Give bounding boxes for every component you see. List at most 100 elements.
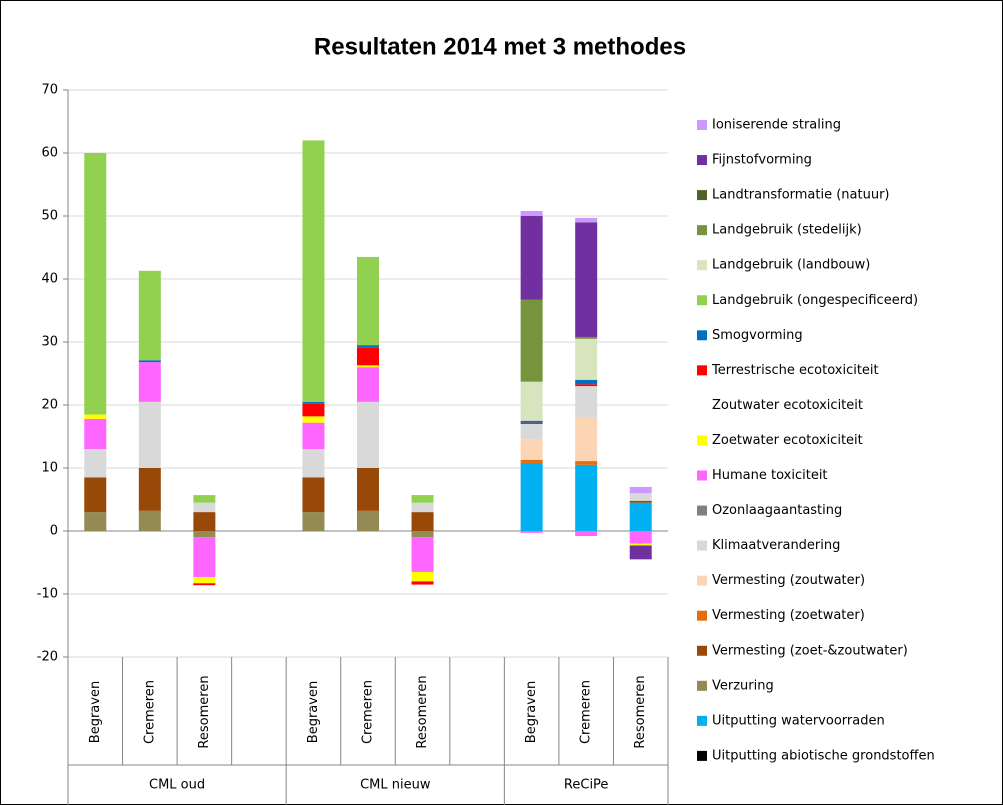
group-label: CML oud	[149, 778, 205, 793]
y-tick-label: 70	[41, 83, 58, 98]
legend-swatch	[697, 715, 707, 726]
legend-swatch	[697, 225, 707, 236]
bar-segment	[357, 367, 379, 402]
bar-segment	[138, 362, 161, 402]
chart-title: Resultaten 2014 met 3 methodes	[314, 33, 686, 60]
bar-segment	[302, 403, 325, 417]
bar-segment	[302, 416, 325, 423]
legend-swatch	[697, 505, 707, 516]
legend-label: Terrestrische ecotoxiciteit	[711, 363, 879, 378]
legend-label: Ioniserende straling	[712, 118, 841, 133]
bar-segment	[138, 468, 161, 511]
legend-label: Landgebruik (ongespecificeerd)	[712, 293, 918, 308]
bar-segment	[520, 420, 543, 423]
bar-segment	[302, 140, 325, 402]
bar-segment	[520, 299, 543, 382]
x-tick-label: Begraven	[524, 681, 539, 743]
bar-segment	[520, 216, 543, 300]
bar-segment	[520, 422, 543, 424]
bar-segment	[193, 512, 216, 531]
bar-segment	[411, 581, 434, 585]
legend-swatch	[697, 645, 707, 656]
legend-swatch	[697, 610, 707, 621]
bar-segment	[84, 512, 107, 531]
bar-segment	[84, 418, 107, 450]
bar-segment	[193, 583, 216, 586]
group-label: ReCiPe	[564, 778, 609, 793]
legend-swatch	[697, 190, 707, 201]
bar-segment	[357, 256, 379, 346]
legend-swatch	[697, 330, 707, 341]
bar-segment	[193, 502, 216, 513]
bar-segment	[520, 210, 543, 216]
bar-segment	[629, 531, 652, 544]
bar-segment	[520, 459, 543, 463]
legend-swatch	[697, 365, 707, 376]
legend-label: Landgebruik (landbouw)	[712, 258, 870, 273]
bar-segment	[411, 495, 434, 503]
bar-segment	[520, 439, 543, 460]
legend-swatch	[697, 575, 707, 586]
bar-segment	[629, 486, 652, 494]
x-tick-label: Cremeren	[361, 680, 376, 744]
bar-segment	[520, 531, 543, 533]
bar-segment	[575, 338, 598, 380]
bar-segment	[302, 401, 325, 404]
bar-segment	[302, 512, 325, 531]
legend-swatch	[697, 155, 707, 166]
bar-segment	[575, 461, 598, 465]
x-tick-label: Cremeren	[142, 680, 157, 744]
bar-segment	[520, 381, 543, 421]
bar-segment	[575, 217, 598, 223]
bar-segment	[629, 543, 652, 546]
legend-label: Landtransformatie (natuur)	[712, 188, 890, 203]
bar-segment	[629, 493, 652, 501]
x-tick-label: Cremeren	[579, 680, 594, 744]
x-tick-label: Begraven	[306, 681, 321, 743]
bar-segment	[138, 360, 161, 363]
bar-segment	[302, 422, 325, 450]
bar-segment	[575, 336, 598, 339]
bar-segment	[411, 531, 434, 538]
bar-segment	[357, 347, 379, 366]
bar-segment	[357, 365, 379, 368]
bar-segment	[629, 545, 652, 560]
bar-segment	[138, 270, 161, 361]
bar-segment	[575, 379, 598, 385]
legend-label: Ozonlaagaantasting	[712, 503, 842, 518]
bar-segment	[411, 502, 434, 513]
x-tick-label: Begraven	[88, 681, 103, 743]
y-tick-label: 10	[41, 461, 58, 476]
bar-segment	[302, 477, 325, 513]
bar-segment	[357, 468, 379, 511]
bar-segment	[138, 510, 161, 531]
bar-segment	[575, 417, 598, 462]
legend-swatch	[697, 435, 707, 446]
bar-segment	[193, 495, 216, 503]
bar-segment	[84, 449, 107, 478]
bar-segment	[84, 153, 107, 415]
legend-label: Uitputting watervoorraden	[712, 713, 885, 728]
x-tick-label: Resomeren	[197, 675, 212, 748]
legend-label: Vermesting (zoet-&zoutwater)	[712, 643, 908, 658]
bar-segment	[575, 464, 598, 531]
bar-segment	[629, 500, 652, 503]
y-tick-label: -10	[37, 587, 58, 602]
y-tick-label: 50	[41, 209, 58, 224]
bar-segment	[575, 386, 598, 418]
bar-segment	[520, 423, 543, 440]
legend-label: Zoetwater ecotoxiciteit	[712, 433, 863, 448]
y-tick-label: 20	[41, 398, 58, 413]
legend-label: Fijnstofvorming	[712, 153, 812, 168]
legend-label: Vermesting (zoutwater)	[712, 573, 865, 588]
bar-segment	[575, 531, 598, 537]
y-tick-label: 40	[41, 272, 58, 287]
bar-segment	[138, 401, 161, 468]
legend-label: Smogvorming	[712, 328, 803, 343]
legend-swatch	[697, 540, 707, 551]
bar-segment	[84, 477, 107, 513]
legend-swatch	[697, 260, 707, 271]
bar-segment	[629, 502, 652, 531]
